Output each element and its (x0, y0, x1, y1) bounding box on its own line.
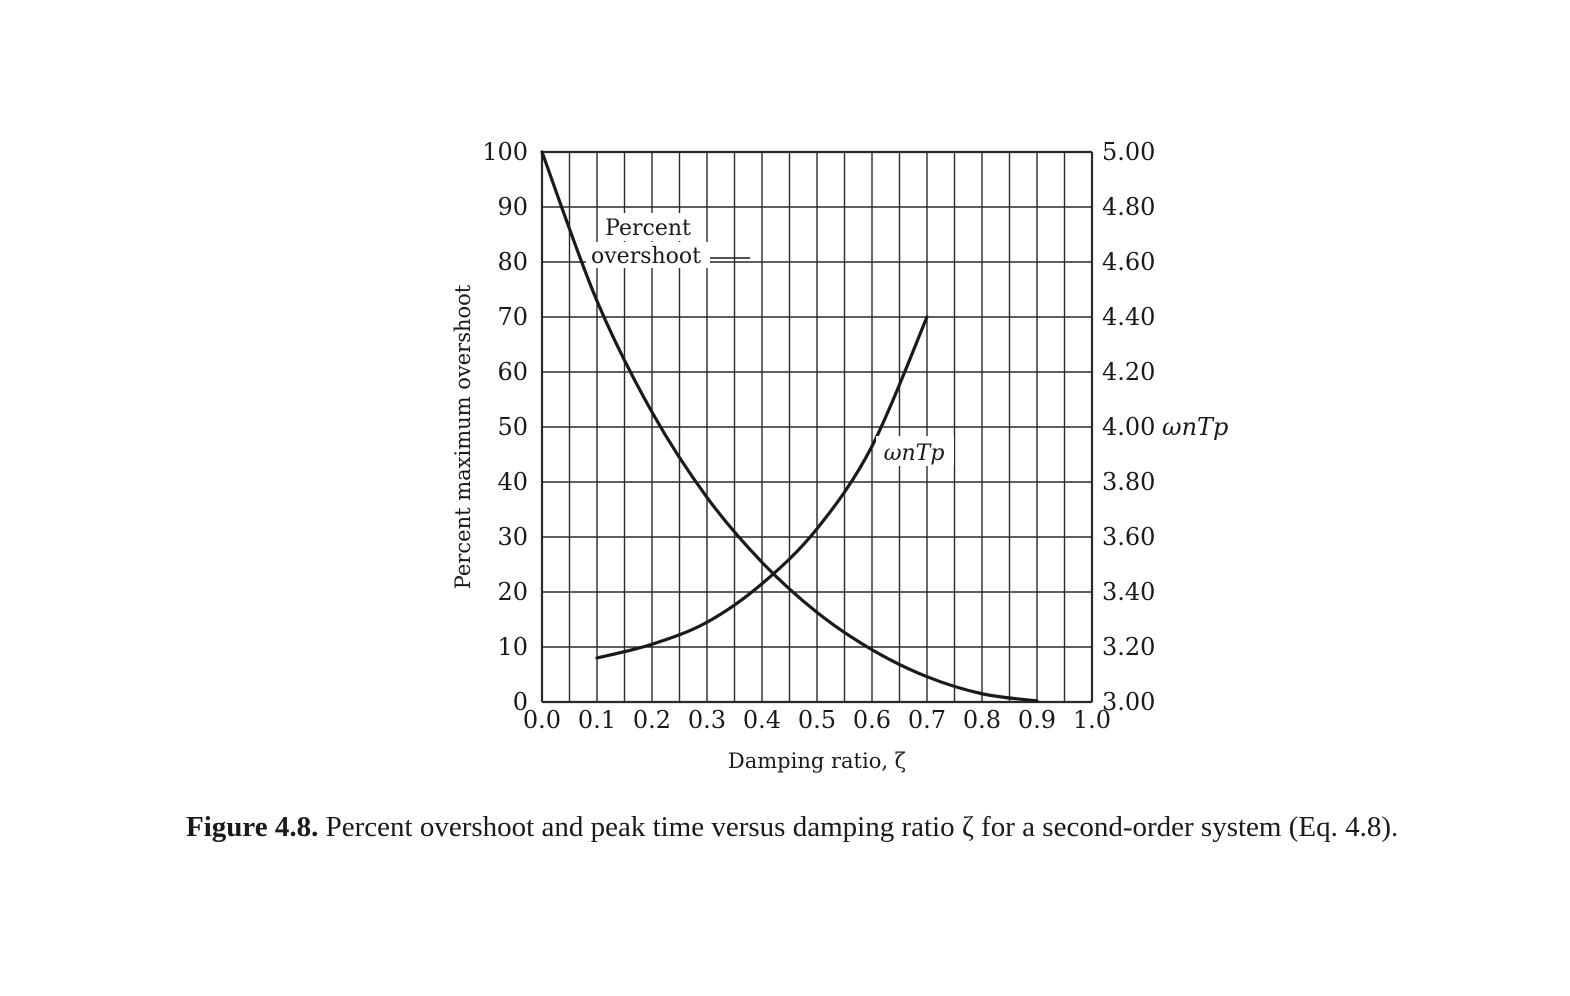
annotation-backing (598, 213, 698, 241)
axis-layer: 0.0 0.1 0.2 0.3 0.4 0.5 0.6 0.7 0.8 0.9 1.0 0 10 20 30… (451, 138, 1228, 773)
annotation-backing (586, 242, 710, 268)
y-right-tick-label: 3.20 (1102, 633, 1155, 661)
annotation-backing (876, 436, 954, 466)
x-tick-label: 0.0 (523, 706, 561, 734)
y-right-tick-label: 4.20 (1102, 358, 1155, 386)
y-left-tick-label: 90 (497, 193, 528, 221)
y-left-tick-label: 10 (497, 633, 528, 661)
y-left-tick-label: 70 (497, 303, 528, 331)
y-left-axis-title: Percent maximum overshoot (451, 284, 475, 589)
figure-caption: Figure 4.8. Percent overshoot and peak t… (186, 808, 1466, 846)
y-right-tick-label: 4.60 (1102, 248, 1155, 276)
x-tick-label: 0.1 (578, 706, 616, 734)
y-left-tick-label: 100 (482, 138, 528, 166)
series-line-omega-tp (595, 315, 929, 660)
series-layer (540, 150, 1039, 703)
y-right-tick-label: 4.00 (1102, 413, 1155, 441)
y-right-tick-label: 5.00 (1102, 138, 1155, 166)
y-left-tick-label: 40 (497, 468, 528, 496)
y-right-axis-title: ωnTp (1162, 413, 1228, 441)
y-right-tick-label: 3.40 (1102, 578, 1155, 606)
x-tick-label: 0.7 (908, 706, 946, 734)
x-tick-label: 1.0 (1073, 706, 1111, 734)
x-axis-title: Damping ratio, ζ (728, 749, 906, 773)
y-left-tick-label: 0 (513, 688, 528, 716)
x-tick-label: 0.5 (798, 706, 836, 734)
x-tick-label: 0.8 (963, 706, 1001, 734)
y-left-tick-label: 60 (497, 358, 528, 386)
x-tick-label: 0.6 (853, 706, 891, 734)
series-line-percent-overshoot (540, 150, 1039, 703)
y-right-tick-label: 4.80 (1102, 193, 1155, 221)
annotation-percent: Percent (605, 216, 691, 241)
x-tick-label: 0.4 (743, 706, 781, 734)
y-left-tick-label: 50 (497, 413, 528, 441)
annotation-overshoot: overshoot (591, 244, 701, 269)
y-right-tick-label: 4.40 (1102, 303, 1155, 331)
caption-text: Percent overshoot and peak time versus d… (325, 811, 1399, 843)
annotation-omega-tp: ωnTp (884, 441, 945, 466)
y-right-tick-label: 3.80 (1102, 468, 1155, 496)
y-left-tick-label: 80 (497, 248, 528, 276)
y-right-tick-label: 3.60 (1102, 523, 1155, 551)
x-tick-label: 0.2 (633, 706, 671, 734)
y-right-tick-label: 3.00 (1102, 688, 1155, 716)
label-layer: Percent overshoot ωnTp (586, 213, 954, 466)
y-left-tick-label: 30 (497, 523, 528, 551)
caption-label: Figure 4.8. (186, 811, 319, 843)
x-tick-label: 0.3 (688, 706, 726, 734)
y-left-tick-label: 20 (497, 578, 528, 606)
x-tick-label: 0.9 (1018, 706, 1056, 734)
